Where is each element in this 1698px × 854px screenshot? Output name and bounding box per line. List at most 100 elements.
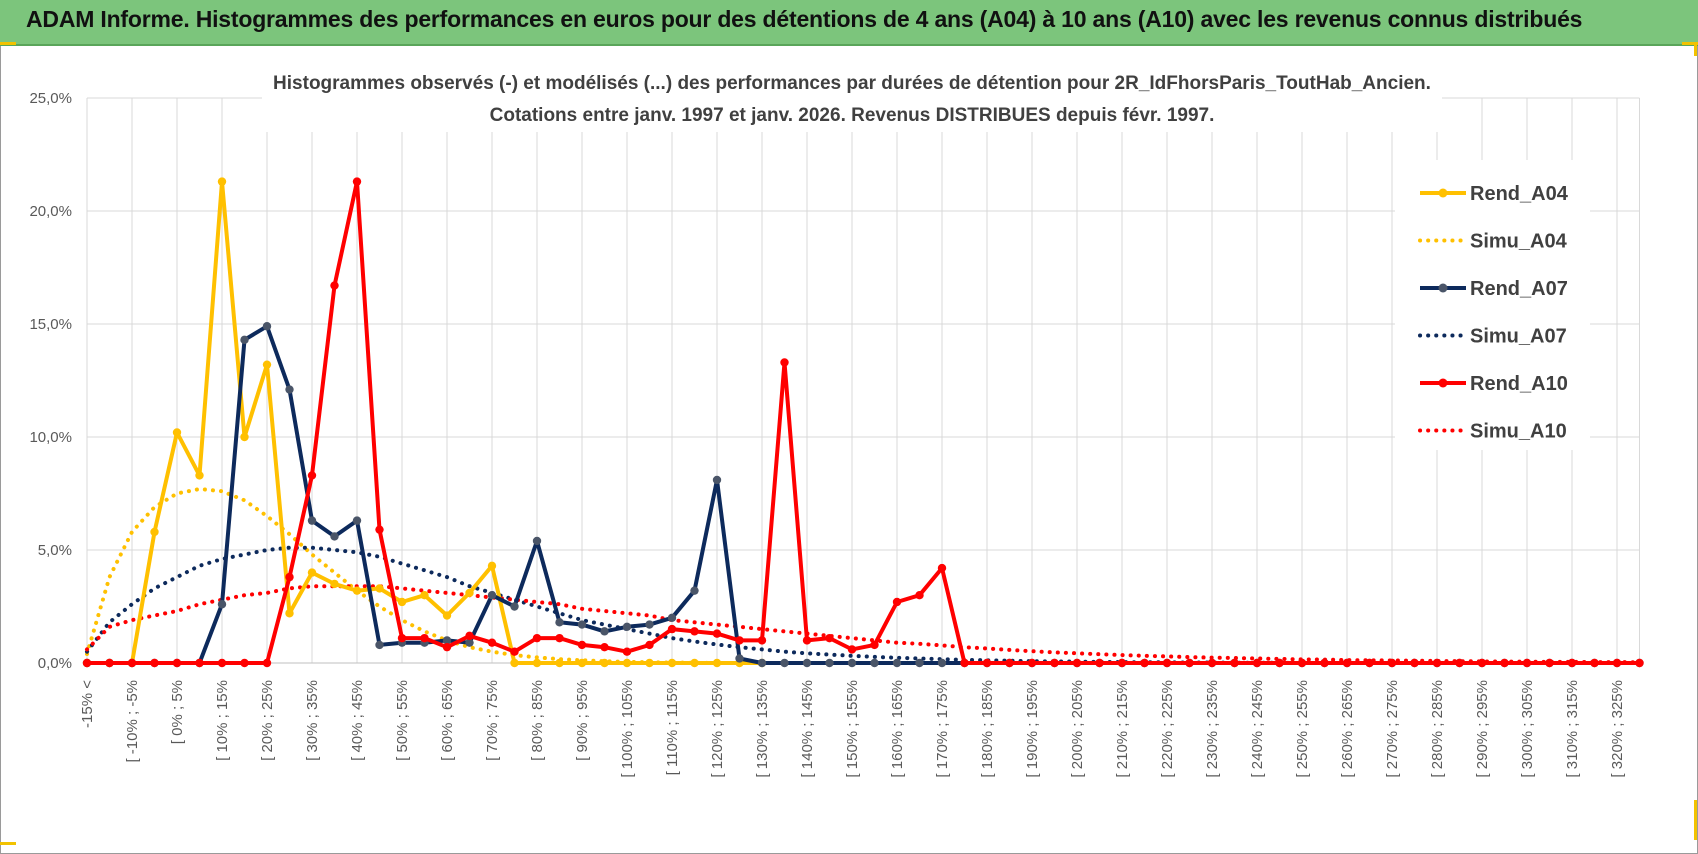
data-point (667, 658, 677, 668)
data-point (645, 620, 654, 629)
legend: Rend_A04 Simu_A04 Rend_A07 Simu_A07 Rend_A10… (1395, 160, 1590, 450)
data-point (577, 658, 587, 668)
data-point (600, 658, 609, 668)
data-point (487, 591, 497, 600)
x-tick-label: [ 20% ; 25% (259, 680, 276, 761)
data-point (307, 568, 317, 577)
data-point (105, 658, 114, 668)
data-point (1365, 658, 1374, 668)
chart-subtitle: Cotations entre janv. 1997 et janv. 2026… (490, 105, 1215, 126)
x-tick-label: [ 230% ; 235% (1204, 680, 1221, 778)
y-tick-label: 25,0% (29, 90, 72, 107)
corner-mark (1682, 42, 1698, 45)
data-point (465, 631, 474, 641)
data-point (307, 471, 317, 480)
x-tick-label: [ 320% ; 325% (1609, 680, 1626, 778)
page-title: ADAM Informe. Histogrammes des performan… (26, 6, 1583, 32)
x-tick-label: [ 250% ; 255% (1294, 680, 1311, 778)
x-tick-label: [ 10% ; 15% (214, 680, 231, 761)
series-line-Rend_A04 (87, 179, 762, 665)
data-point (217, 658, 227, 668)
data-point (465, 588, 474, 598)
data-point (420, 633, 429, 643)
data-point (1432, 658, 1442, 668)
data-point (1095, 658, 1104, 668)
data-point (240, 335, 249, 345)
legend-marker (1438, 283, 1448, 293)
data-point (442, 611, 452, 620)
y-tick-label: 0,0% (38, 655, 72, 672)
data-point (1117, 658, 1127, 668)
data-point (1027, 658, 1037, 668)
series-line-Rend_A10 (87, 179, 1640, 665)
data-point (847, 645, 857, 654)
legend-box (1395, 160, 1590, 450)
data-point (442, 642, 452, 652)
x-tick-label: [ 130% ; 135% (754, 680, 771, 778)
data-point (240, 432, 249, 442)
x-tick-label: [ 140% ; 145% (799, 680, 816, 778)
data-point (825, 658, 834, 668)
data-point (1297, 658, 1307, 668)
x-tick-label: [ 270% ; 275% (1384, 680, 1401, 778)
x-tick-label: [ 280% ; 285% (1429, 680, 1446, 778)
data-point (1140, 658, 1149, 668)
data-point (1455, 658, 1464, 668)
data-point (532, 633, 542, 643)
corner-mark (0, 842, 16, 845)
data-point (915, 658, 924, 668)
data-point (262, 322, 272, 331)
header-bar: ADAM Informe. Histogrammes des performan… (0, 0, 1698, 46)
data-point (622, 658, 632, 668)
data-point (915, 591, 924, 600)
x-tick-label: [ 40% ; 45% (349, 680, 366, 761)
data-point (1162, 658, 1172, 668)
x-tick-label: [ 220% ; 225% (1159, 680, 1176, 778)
data-point (1050, 658, 1059, 668)
data-point (442, 636, 452, 645)
chart-title: Histogrammes observés (-) et modélisés (… (273, 73, 1431, 94)
data-point (487, 638, 497, 647)
x-tick-label: [ 80% ; 85% (529, 680, 546, 761)
data-point (195, 471, 204, 480)
corner-mark (1694, 42, 1697, 56)
data-point (577, 620, 587, 629)
data-point (285, 609, 294, 618)
data-point (555, 633, 564, 643)
x-tick-label: [ 50% ; 55% (394, 680, 411, 761)
data-point (172, 658, 182, 668)
data-point (690, 627, 699, 636)
data-point (1500, 658, 1509, 668)
data-point (330, 579, 339, 589)
corner-mark (0, 42, 16, 45)
y-tick-label: 5,0% (38, 542, 72, 559)
x-tick-label: [ 0% ; 5% (169, 680, 186, 744)
data-point (937, 658, 947, 668)
legend-label: Rend_A04 (1470, 183, 1569, 205)
x-tick-label: [ 60% ; 65% (439, 680, 456, 761)
data-point (600, 642, 609, 652)
x-tick-label: [ 190% ; 195% (1024, 680, 1041, 778)
x-tick-label: [ 240% ; 245% (1249, 680, 1266, 778)
x-tick-label: [ 180% ; 185% (979, 680, 996, 778)
data-point (397, 633, 407, 643)
data-point (780, 658, 789, 668)
data-point (352, 586, 362, 595)
legend-label: Simu_A10 (1470, 421, 1567, 443)
x-tick-label: [ 150% ; 155% (844, 680, 861, 778)
data-point (1072, 658, 1082, 668)
data-point (217, 600, 227, 609)
data-point (892, 658, 902, 668)
x-tick-label: [ 260% ; 265% (1339, 680, 1356, 778)
data-point (667, 624, 677, 634)
data-point (1005, 658, 1014, 668)
data-point (757, 658, 767, 668)
data-point (712, 658, 722, 668)
data-point (712, 475, 722, 485)
data-point (1230, 658, 1239, 668)
corner-mark (1694, 800, 1697, 840)
data-point (82, 658, 92, 668)
x-tick-label: [ 110% ; 115% (664, 680, 681, 775)
data-point (600, 627, 609, 636)
